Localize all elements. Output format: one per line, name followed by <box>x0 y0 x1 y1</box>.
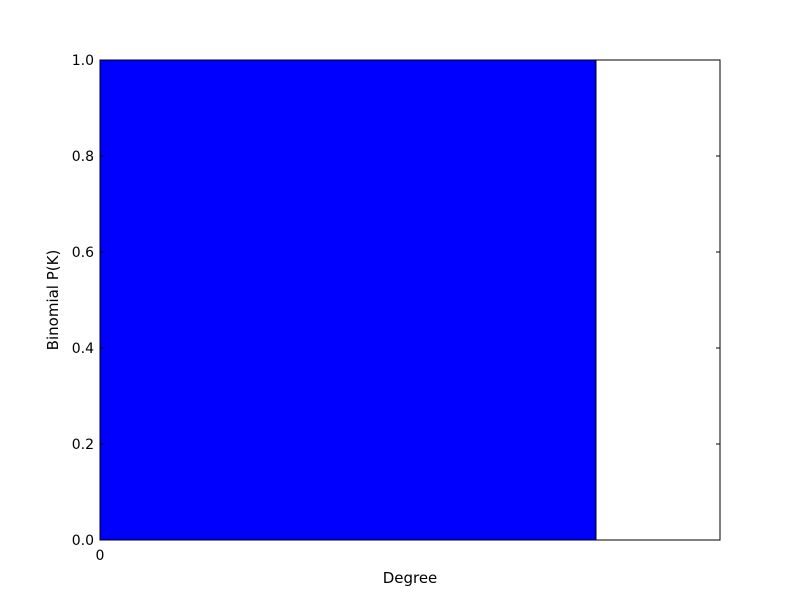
plot-frame <box>99 59 721 541</box>
y-tick-label: 0.6 <box>72 245 94 261</box>
x-axis-label: Degree <box>383 569 438 587</box>
bars-layer <box>99 59 597 541</box>
bar-0 <box>99 59 597 541</box>
x-axis-ticks: 0 <box>96 548 105 564</box>
x-tick-label: 0 <box>96 548 105 564</box>
y-tick-label: 0.8 <box>72 149 94 165</box>
y-tick-label: 1.0 <box>72 53 94 69</box>
y-tick-label: 0.4 <box>72 341 94 357</box>
y-tick-label: 0.2 <box>72 437 94 453</box>
y-axis-label: Binomial P(K) <box>44 250 62 351</box>
y-axis-ticks: 0.0 0.2 0.4 0.6 0.8 1.0 <box>72 53 720 549</box>
y-tick-label: 0.0 <box>72 533 94 549</box>
